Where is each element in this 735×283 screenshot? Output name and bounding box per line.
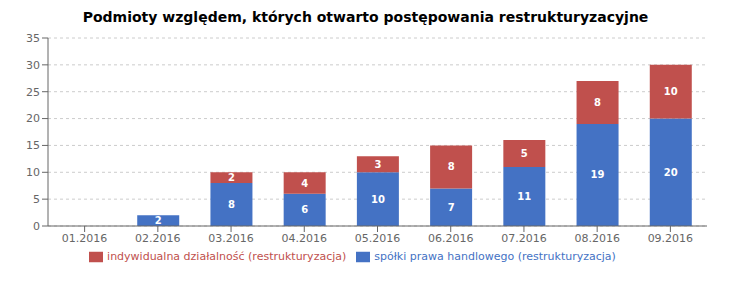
svg-text:19: 19: [591, 169, 605, 180]
svg-text:3: 3: [374, 159, 381, 170]
svg-text:10: 10: [371, 194, 385, 205]
html-text:indywidualna działalność (rest: indywidualna działalność (restrukturyzac…: [107, 250, 347, 263]
svg-text:2: 2: [155, 215, 162, 226]
svg-text:0: 0: [33, 220, 40, 233]
svg-text:8: 8: [448, 161, 455, 172]
svg-text:20: 20: [26, 112, 40, 125]
svg-text:10: 10: [664, 86, 678, 97]
html-text:Podmioty względem, których otw: Podmioty względem, których otwarto postę…: [82, 9, 649, 25]
svg-text:01.2016: 01.2016: [62, 232, 108, 245]
svg-text:04.2016: 04.2016: [282, 232, 328, 245]
svg-text:20: 20: [664, 167, 678, 178]
svg-text:25: 25: [26, 86, 40, 99]
svg-text:03.2016: 03.2016: [208, 232, 254, 245]
svg-text:05.2016: 05.2016: [355, 232, 401, 245]
svg-text:02.2016: 02.2016: [135, 232, 181, 245]
svg-text:5: 5: [521, 148, 528, 159]
svg-text:6: 6: [301, 204, 308, 215]
svg-text:7: 7: [448, 202, 455, 213]
svg-text:06.2016: 06.2016: [428, 232, 474, 245]
svg-text:10: 10: [26, 166, 40, 179]
svg-text:4: 4: [301, 178, 308, 189]
svg-text:15: 15: [26, 139, 40, 152]
svg-text:8: 8: [228, 199, 235, 210]
svg-text:2: 2: [228, 172, 235, 183]
svg-text:5: 5: [33, 193, 40, 206]
svg-text:08.2016: 08.2016: [574, 232, 620, 245]
svg-text:11: 11: [517, 191, 531, 202]
svg-text:30: 30: [26, 59, 40, 72]
svg-text:07.2016: 07.2016: [501, 232, 547, 245]
svg-text:09.2016: 09.2016: [648, 232, 694, 245]
svg-text:8: 8: [594, 97, 601, 108]
svg-text:35: 35: [26, 32, 40, 45]
html-text:spółki prawa handlowego (restr: spółki prawa handlowego (restrukturyzacj…: [374, 250, 616, 263]
